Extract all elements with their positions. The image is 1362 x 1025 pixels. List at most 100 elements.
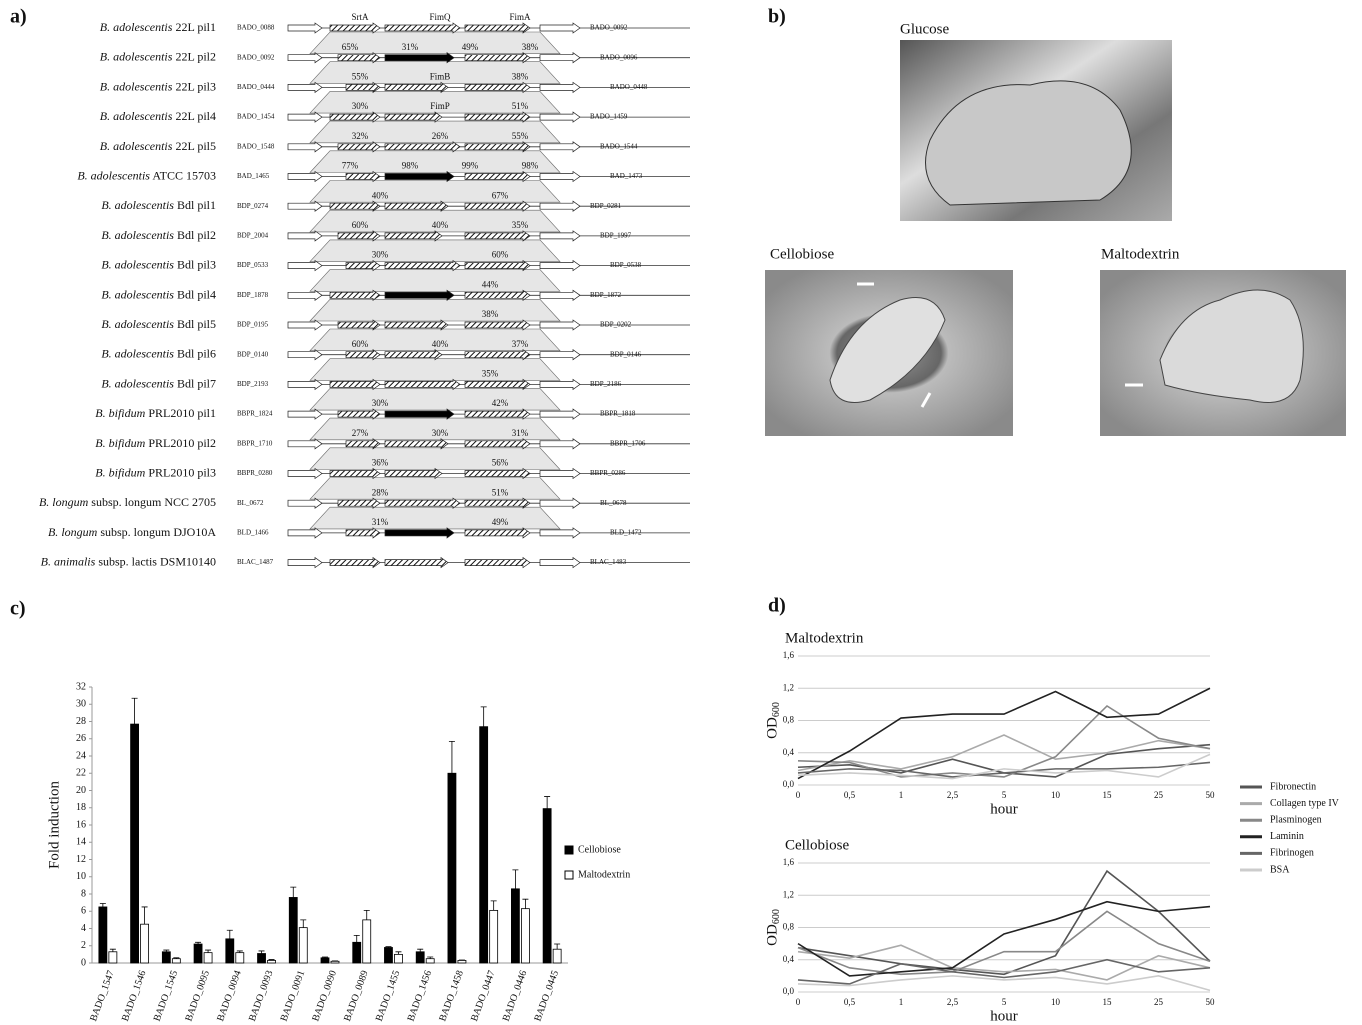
gene-arrow [330, 558, 380, 568]
strain-name: B. animalis subsp. lactis DSM10140 [41, 554, 216, 568]
bar [226, 939, 234, 963]
gene-arrow [540, 528, 580, 538]
y-axis-label-subscript: 600 [771, 702, 782, 717]
error-bar [100, 903, 106, 906]
x-axis-label: hour [990, 1008, 1018, 1024]
x-tick-label: 50 [1206, 790, 1216, 800]
bar [543, 809, 551, 963]
label: 40% [432, 220, 449, 230]
gene-label: BADO_0092 [590, 24, 628, 32]
gene-arrow [288, 379, 322, 389]
label: 38% [482, 309, 499, 319]
strain-name: B. longum subsp. longum DJO10A [48, 525, 216, 539]
gene-arrow [385, 53, 454, 63]
gene-arrow [288, 439, 322, 449]
y-tick-label: 4 [81, 923, 86, 934]
gene-arrow [288, 290, 322, 300]
gene-arrow [385, 112, 442, 122]
y-tick-label: 0,0 [783, 779, 795, 789]
gene-label: BDP_0281 [590, 202, 622, 210]
label: 55% [512, 131, 529, 141]
strain-name: B. adolescentis Bdl pil3 [101, 257, 216, 271]
x-tick-label: 10 [1051, 790, 1061, 800]
homology-band [310, 299, 560, 321]
gene-label: BLD_1466 [237, 529, 269, 537]
gene-arrow [288, 469, 322, 479]
label: 32% [352, 131, 369, 141]
label: 60% [492, 250, 509, 260]
gene-arrow [465, 231, 530, 241]
strain-name: B. adolescentis 22L pil3 [100, 79, 216, 93]
label: 27% [352, 428, 369, 438]
homology-band [310, 240, 560, 262]
gene-label: BAD_1473 [610, 172, 643, 180]
label: 36% [372, 458, 389, 468]
label: 30% [432, 428, 449, 438]
gene-arrow [288, 528, 322, 538]
y-tick-label: 1,6 [783, 857, 795, 867]
bar [363, 920, 371, 963]
legend-label: Plasminogen [1270, 814, 1322, 825]
label: FimQ [429, 12, 451, 22]
label: 67% [492, 190, 509, 200]
y-tick-label: 0,4 [783, 747, 795, 757]
x-tick-label: BADO_0089 [342, 969, 371, 1023]
label: 31% [372, 517, 389, 527]
gene-arrow [288, 261, 322, 271]
y-tick-label: 1,2 [783, 682, 794, 692]
gene-label: BLAC_1483 [590, 558, 627, 566]
gene-arrow [338, 142, 380, 152]
x-tick-label: 15 [1103, 997, 1113, 1007]
gene-label: BDP_2186 [590, 380, 622, 388]
x-tick-label: BADO_1456 [406, 969, 435, 1023]
gene-arrow [465, 320, 530, 330]
label: 98% [402, 161, 419, 171]
gene-arrow [346, 439, 380, 449]
label: 35% [482, 368, 499, 378]
x-tick-label: BADO_0446 [501, 969, 530, 1023]
error-bar [132, 698, 138, 724]
line [798, 902, 1210, 976]
x-tick-label: BADO_0095 [183, 969, 212, 1023]
gene-label: BDP_1878 [237, 291, 269, 299]
bar [384, 947, 392, 963]
gene-arrow [385, 379, 460, 389]
error-bar [481, 707, 487, 727]
gene-label: BADO_0092 [237, 53, 275, 61]
gene-label: BLAC_1487 [237, 558, 274, 566]
legend-swatch [565, 846, 573, 854]
gene-arrow [465, 350, 530, 360]
label: FimB [430, 71, 451, 81]
gene-arrow [465, 469, 530, 479]
strain-name: B. adolescentis Bdl pil7 [101, 376, 216, 390]
gene-label: BBPR_1824 [237, 410, 273, 418]
gene-arrow [540, 379, 580, 389]
bar [268, 960, 276, 963]
gene-arrow [288, 82, 322, 92]
label: 28% [372, 487, 389, 497]
gene-arrow [465, 528, 530, 538]
y-tick-label: 22 [76, 768, 86, 779]
gene-label: BDP_2004 [237, 232, 269, 240]
error-bar [142, 907, 148, 924]
label: 42% [492, 398, 509, 408]
gene-arrow [338, 498, 380, 508]
bar [426, 959, 434, 963]
y-tick-label: 24 [76, 750, 86, 761]
gene-arrow [288, 201, 322, 211]
strain-name: B. adolescentis 22L pil1 [100, 20, 216, 34]
label: FimP [430, 101, 450, 111]
label: 49% [492, 517, 509, 527]
gene-label: BL_0672 [237, 499, 264, 507]
gene-arrow [385, 498, 460, 508]
y-axis-label-subscript: 600 [771, 909, 782, 924]
gene-label: BBPR_1818 [600, 410, 636, 418]
gene-arrow [465, 142, 530, 152]
gene-arrow [330, 379, 380, 389]
legend-swatch [565, 871, 573, 879]
gene-arrow [540, 172, 580, 182]
gene-arrow [465, 112, 530, 122]
strain-name: B. longum subsp. longum NCC 2705 [39, 495, 216, 509]
label: 77% [342, 161, 359, 171]
panel-label: c) [10, 598, 26, 620]
